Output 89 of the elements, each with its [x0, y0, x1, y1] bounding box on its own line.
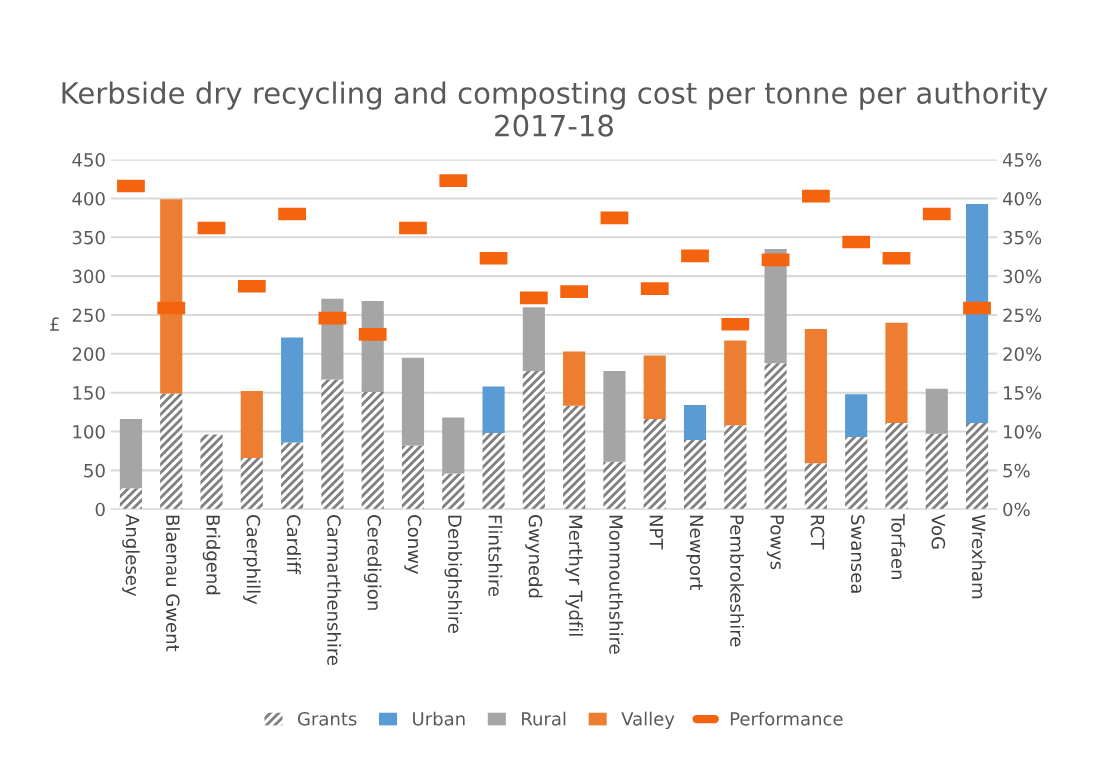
x-tick-label: Carmarthenshire — [327, 515, 342, 666]
x-tick-label: VoG — [931, 514, 946, 549]
y2-tick-label: 10% — [1004, 424, 1042, 439]
bar — [643, 419, 666, 510]
x-tick-label: Denbighshire — [444, 515, 463, 633]
legend-label: Rural — [522, 711, 566, 726]
x-tick-label: Blaenau Gwent — [166, 515, 180, 652]
bar — [482, 433, 505, 510]
bar — [119, 488, 143, 510]
bar — [160, 199, 183, 394]
y-tick-label: 50 — [84, 463, 105, 478]
bar — [965, 422, 989, 510]
y2-tick-label: 5% — [1003, 463, 1030, 478]
y2-tick-label: 30% — [1003, 269, 1042, 284]
y-tick-label: 450 — [72, 153, 105, 167]
x-tick-label: Newport — [686, 515, 704, 591]
legend-label: Performance — [730, 711, 843, 726]
bar — [119, 419, 143, 489]
y-tick-label: 200 — [72, 347, 105, 361]
bar — [160, 393, 183, 510]
y2-tick-label: 40% — [1002, 191, 1042, 206]
x-tick-label: Bridgend — [202, 515, 221, 595]
x-tick-label: Torfaen — [891, 514, 906, 579]
legend-label: Valley — [621, 711, 675, 730]
bar — [200, 434, 223, 510]
x-tick-label: Monmouthshire — [609, 515, 624, 654]
bar — [804, 463, 827, 510]
bar — [563, 405, 586, 510]
bar — [603, 370, 626, 462]
y-tick-label: 150 — [73, 386, 105, 400]
x-tick-label: Flintshire — [488, 515, 503, 597]
x-tick-label: Swansea — [850, 515, 865, 593]
bar — [845, 394, 868, 437]
bar — [724, 425, 747, 510]
bar — [442, 417, 465, 474]
bar — [401, 357, 425, 446]
y-tick-label: 250 — [72, 308, 105, 323]
bar — [603, 461, 626, 510]
bar — [925, 388, 948, 434]
bar — [885, 322, 908, 423]
bar — [321, 379, 344, 510]
bar — [643, 355, 666, 420]
x-tick-label: Anglesey — [122, 514, 140, 597]
bar — [925, 433, 948, 510]
x-tick-label: Ceredigion — [363, 515, 382, 610]
bar — [563, 351, 586, 406]
x-tick-label: Gwynedd — [525, 515, 543, 598]
x-tick-label: Wrexham — [971, 514, 986, 599]
bar — [965, 203, 989, 423]
x-tick-label: Caerphilly — [243, 515, 261, 605]
y2-tick-label: 25% — [1003, 308, 1042, 323]
y2-tick-label: 0% — [1003, 502, 1030, 517]
y-tick-label: 350 — [72, 230, 105, 245]
bar — [240, 457, 263, 510]
y-tick-label: 400 — [72, 191, 105, 206]
y2-tick-label: 15% — [1004, 386, 1042, 400]
bar — [804, 328, 827, 464]
bar — [522, 370, 545, 510]
y-tick-label: 0 — [95, 502, 105, 517]
x-tick-label: Merthyr Tydfil — [565, 515, 583, 636]
bar — [845, 436, 868, 510]
bar — [281, 337, 304, 443]
x-tick-label: RCT — [810, 515, 825, 550]
bar — [683, 440, 707, 510]
chart-title: Kerbside dry recycling and composting cost per tonne per authority 2017-18 — [62, 81, 1048, 137]
bar — [401, 445, 425, 510]
bar — [442, 473, 465, 510]
bar — [281, 442, 304, 510]
bar — [683, 405, 707, 441]
x-tick-label: Conwy — [404, 515, 422, 575]
bar — [482, 386, 505, 434]
bar — [724, 340, 747, 426]
y-tick-label: 300 — [72, 269, 105, 284]
bar — [361, 391, 384, 510]
y2-tick-label: 45% — [1002, 153, 1042, 167]
bar — [522, 307, 545, 371]
y-axis-title: £ — [50, 317, 59, 331]
y2-tick-label: 35% — [1003, 230, 1042, 245]
x-tick-label: Pembrokeshire — [730, 515, 745, 647]
x-tick-label: Powys — [766, 515, 784, 570]
x-tick-label: Cardiff — [286, 515, 301, 575]
x-tick-label: NPT — [649, 515, 663, 550]
legend-label: Urban — [413, 711, 465, 726]
bar — [764, 363, 787, 510]
bar — [240, 391, 263, 458]
y2-tick-label: 20% — [1003, 347, 1042, 361]
legend-label: Grants — [297, 711, 357, 726]
bar — [885, 422, 908, 510]
y-tick-label: 100 — [73, 424, 105, 439]
